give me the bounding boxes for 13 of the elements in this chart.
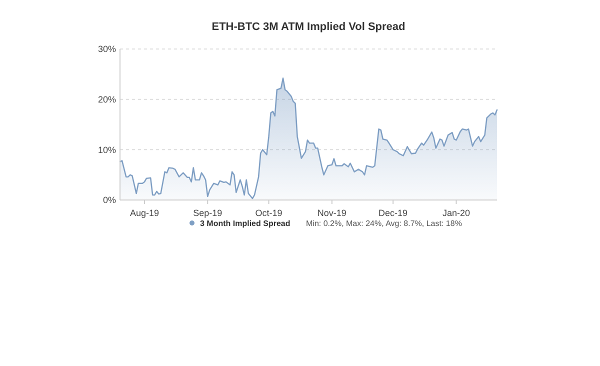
x-tick-label: Sep-19	[193, 208, 222, 218]
x-tick-label: Dec-19	[378, 208, 408, 218]
y-tick-label: 10%	[98, 144, 116, 155]
y-tick-label: 0%	[102, 195, 116, 206]
x-tick-label: Jan-20	[442, 208, 470, 218]
y-tick-label: 20%	[98, 94, 116, 104]
text: Min: 0.2%, Max: 24%, Avg: 8.7%, Last: 18%	[306, 219, 462, 228]
x-tick-label: Nov-19	[317, 208, 346, 218]
y-tick-label: 30%	[98, 44, 116, 54]
x-tick-label: Oct-19	[255, 208, 282, 218]
chart-title: ETH-BTC 3M ATM Implied Vol Spread	[212, 21, 406, 33]
x-tick-label: Aug-19	[130, 208, 159, 218]
legend-label: 3 Month Implied Spread	[200, 219, 290, 228]
